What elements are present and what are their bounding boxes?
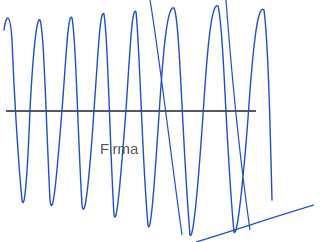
signature-stroke	[196, 205, 314, 242]
signature-label: Firma	[100, 141, 138, 158]
signature-area	[0, 0, 314, 242]
signature-scribble	[4, 6, 272, 236]
page: Firma (() => { const data = JSON.parse(d…	[0, 0, 314, 242]
